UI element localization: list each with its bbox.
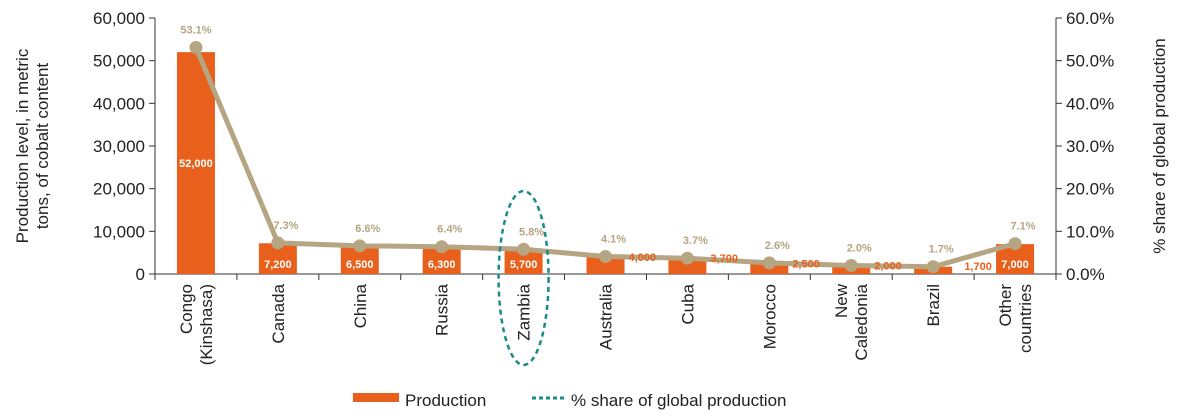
share-value-label: 7.3%	[273, 220, 298, 232]
share-value-label: 3.7%	[683, 235, 708, 247]
category-label-line: New	[832, 283, 851, 318]
share-value-label: 4.1%	[601, 234, 626, 246]
category-label: China	[351, 283, 370, 328]
bar-value-label: 2,000	[874, 260, 902, 272]
category-label-line: Congo	[177, 284, 196, 334]
bar-value-label: 6,300	[428, 259, 456, 271]
share-value-label: 7.1%	[1011, 221, 1036, 233]
left-axis-title: Production level, in metrictons, of coba…	[13, 48, 52, 243]
category-label: Zambia	[515, 283, 534, 340]
left-axis-title-line: tons, of cobalt content	[33, 63, 52, 230]
bar-value-label: 52,000	[179, 158, 213, 170]
bar-value-label: 7,000	[1001, 259, 1029, 271]
highlight	[497, 189, 550, 367]
category-label-line: Cuba	[678, 283, 697, 324]
bar-value-label: 3,700	[710, 253, 738, 265]
legend-swatch-production	[353, 393, 399, 402]
category-label-line: Canada	[269, 283, 288, 343]
category-label: Congo(Kinshasa)	[177, 284, 216, 365]
share-value-label: 1.7%	[929, 244, 954, 256]
category-label: NewCaledonia	[832, 283, 871, 360]
left-axis-title-line: Production level, in metric	[13, 48, 32, 243]
bar-5	[586, 256, 625, 274]
bar-value-label: 5,700	[510, 259, 538, 271]
share-point-4	[517, 242, 531, 256]
category-label-line: Australia	[597, 283, 616, 350]
highlight-ellipse	[497, 189, 550, 367]
right-tick-label: 0.0%	[1066, 265, 1105, 284]
bar-value-label: 6,500	[346, 259, 374, 271]
left-tick-label: 0	[136, 265, 145, 284]
share-point-2	[353, 239, 367, 253]
category-label-line: China	[351, 283, 370, 328]
category-label-line: Russia	[433, 283, 452, 336]
right-tick-label: 20.0%	[1066, 180, 1114, 199]
right-tick-label: 60.0%	[1066, 9, 1114, 28]
share-value-label: 2.6%	[765, 240, 790, 252]
data-labels: 52,000 7,200 6,500 6,300 5,700 4,000 3,700 2,50…	[179, 24, 1036, 273]
share-point-6	[680, 251, 694, 265]
category-label: Othercountries	[996, 284, 1035, 353]
right-tick-label: 30.0%	[1066, 137, 1114, 156]
left-tick-label: 30,000	[93, 137, 145, 156]
bar-value-label: 2,500	[792, 258, 820, 270]
share-line	[189, 40, 1022, 274]
share-value-label: 6.4%	[437, 224, 462, 236]
share-point-9	[926, 260, 940, 274]
category-label: Cuba	[678, 283, 697, 324]
bar-0	[176, 52, 215, 275]
share-point-8	[844, 258, 858, 272]
bar-value-label: 1,700	[964, 261, 992, 273]
share-value-label: 6.6%	[355, 223, 380, 235]
share-value-label: 53.1%	[180, 24, 211, 36]
category-label-line: Morocco	[760, 284, 779, 349]
category-label-line: (Kinshasa)	[197, 284, 216, 365]
share-value-label: 2.0%	[847, 242, 872, 254]
left-tick-label: 40,000	[93, 94, 145, 113]
legend: Production % share of global production	[353, 391, 786, 410]
left-tick-label: 50,000	[93, 52, 145, 71]
share-point-0	[189, 40, 203, 54]
bar-6	[668, 258, 707, 274]
right-axis-title: % share of global production	[1150, 38, 1169, 253]
category-label-line: countries	[1016, 284, 1035, 353]
share-point-1	[271, 236, 285, 250]
category-label: Russia	[433, 283, 452, 336]
category-label-line: Zambia	[515, 283, 534, 340]
left-tick-label: 60,000	[93, 9, 145, 28]
category-label: Brazil	[924, 284, 943, 327]
right-tick-label: 50.0%	[1066, 52, 1114, 71]
category-label-line: Brazil	[924, 284, 943, 327]
category-label: Australia	[597, 283, 616, 350]
left-tick-label: 20,000	[93, 180, 145, 199]
category-label-line: Caledonia	[852, 283, 871, 360]
category-label: Canada	[269, 283, 288, 343]
bar-value-label: 7,200	[264, 259, 292, 271]
category-labels: Congo(Kinshasa) Canada China Russia Zambia Au…	[177, 283, 1035, 365]
bar-value-label: 4,000	[629, 252, 657, 264]
right-tick-label: 40.0%	[1066, 94, 1114, 113]
axes: 0 10,000 20,000 30,000 40,000 50,000 60,000 0.0…	[13, 9, 1169, 284]
share-point-10	[1008, 237, 1022, 251]
share-point-5	[599, 250, 612, 264]
right-tick-label: 10.0%	[1066, 222, 1114, 241]
legend-label-share: % share of global production	[571, 391, 786, 410]
legend-label-production: Production	[405, 391, 486, 410]
left-tick-label: 10,000	[93, 222, 145, 241]
category-label: Morocco	[760, 284, 779, 349]
share-value-label: 5.8%	[519, 226, 544, 238]
category-label-line: Other	[996, 284, 1015, 327]
share-point-7	[762, 256, 776, 270]
share-point-3	[435, 240, 449, 254]
